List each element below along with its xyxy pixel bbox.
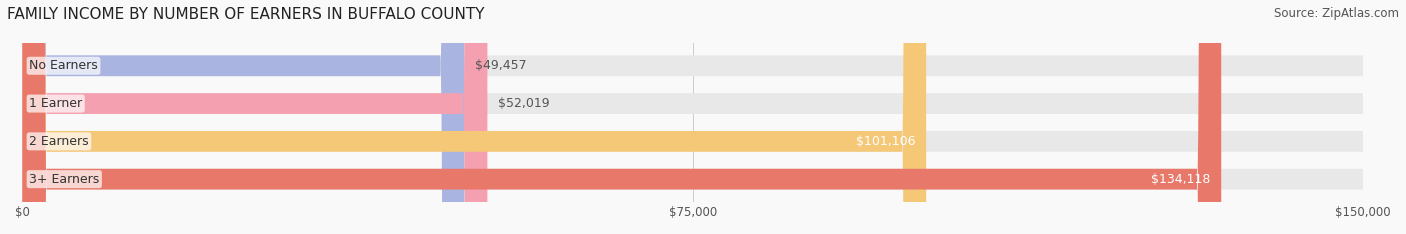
FancyBboxPatch shape: [22, 0, 927, 234]
Text: Source: ZipAtlas.com: Source: ZipAtlas.com: [1274, 7, 1399, 20]
FancyBboxPatch shape: [22, 0, 464, 234]
FancyBboxPatch shape: [22, 169, 1364, 190]
Text: FAMILY INCOME BY NUMBER OF EARNERS IN BUFFALO COUNTY: FAMILY INCOME BY NUMBER OF EARNERS IN BU…: [7, 7, 485, 22]
FancyBboxPatch shape: [22, 55, 1364, 76]
FancyBboxPatch shape: [22, 131, 1364, 152]
Text: No Earners: No Earners: [30, 59, 98, 72]
Text: $52,019: $52,019: [498, 97, 550, 110]
FancyBboxPatch shape: [22, 0, 1222, 234]
Text: 1 Earner: 1 Earner: [30, 97, 83, 110]
Text: 2 Earners: 2 Earners: [30, 135, 89, 148]
Text: $134,118: $134,118: [1152, 173, 1211, 186]
FancyBboxPatch shape: [22, 93, 1364, 114]
Text: $101,106: $101,106: [856, 135, 915, 148]
Text: $49,457: $49,457: [475, 59, 527, 72]
Text: 3+ Earners: 3+ Earners: [30, 173, 100, 186]
FancyBboxPatch shape: [22, 0, 488, 234]
